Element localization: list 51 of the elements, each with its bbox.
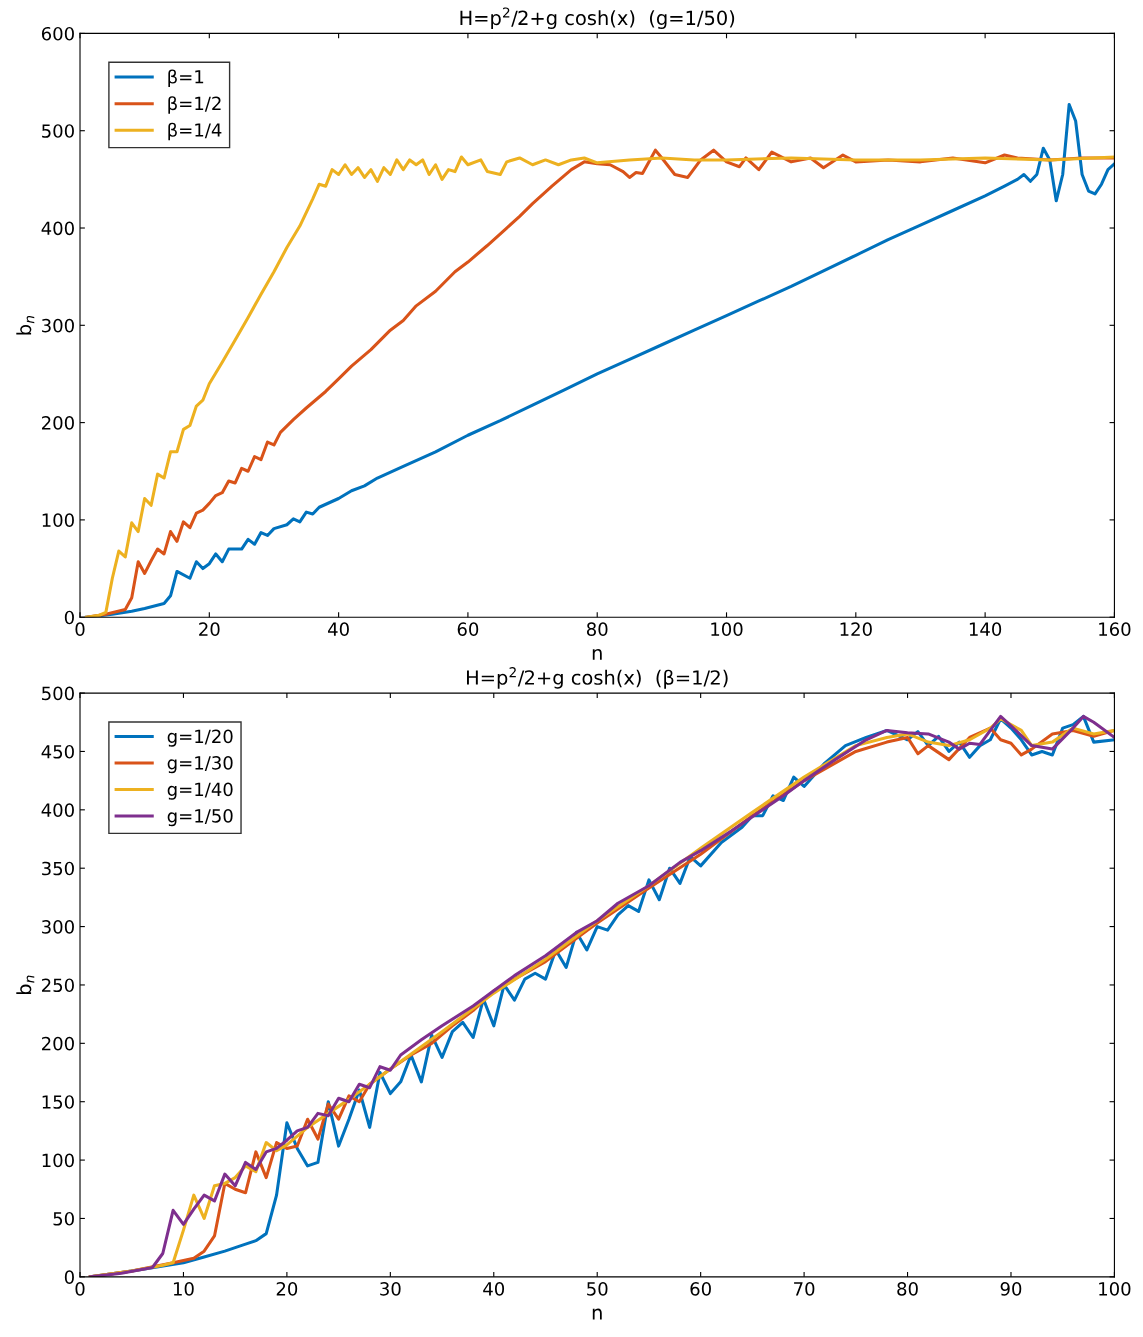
y-tick-label: 500 [42, 124, 74, 138]
y-tick-label: 400 [41, 803, 74, 817]
x-axis-title: n [592, 648, 602, 660]
x-tick-label: 140 [969, 622, 1002, 637]
x-tick-label: 60 [457, 622, 479, 637]
y-tick-label: 300 [42, 318, 74, 333]
x-tick-label: 20 [276, 1282, 298, 1296]
x-tick-label: 160 [1099, 622, 1131, 637]
x-tick-label: 120 [840, 622, 872, 637]
legend-label: g=1/30 [167, 756, 233, 774]
y-tick-label: 200 [42, 416, 74, 430]
x-tick-label: 0 [75, 1282, 85, 1296]
x-tick-label: 0 [75, 622, 85, 637]
x-tick-label: 50 [587, 1282, 608, 1296]
y-tick-label: 300 [42, 920, 74, 934]
legend-label: β=1 [168, 69, 204, 88]
legend-label: g=1/20 [167, 729, 233, 747]
legend-label: g=1/50 [167, 809, 233, 827]
y-tick-label: 150 [42, 1095, 74, 1109]
y-tick-label: 0 [64, 1270, 74, 1284]
legend-label: g=1/40 [167, 782, 233, 800]
chart-title: H=p$^{2}$/2+g cosh(x) (β=1/2) [467, 667, 728, 689]
legend-label: β=1/4 [168, 122, 222, 141]
y-tick-label: 50 [53, 1211, 74, 1226]
x-tick-label: 70 [794, 1282, 815, 1296]
y-tick-label: 350 [42, 861, 74, 876]
y-tick-label: 250 [42, 978, 74, 993]
x-axis-title: n [592, 1308, 602, 1320]
x-tick-label: 40 [328, 622, 349, 637]
y-axis-title: b$_{n}$ [16, 975, 35, 995]
x-tick-label: 30 [380, 1282, 401, 1296]
x-tick-label: 80 [897, 1282, 918, 1296]
y-axis-title: b$_{n}$ [16, 315, 35, 335]
legend-label: β=1/2 [168, 96, 221, 114]
y-tick-label: 450 [41, 744, 74, 759]
y-tick-label: 400 [41, 221, 74, 236]
x-tick-label: 100 [711, 622, 743, 637]
x-tick-label: 80 [586, 622, 608, 637]
y-tick-label: 500 [42, 686, 74, 701]
x-tick-label: 100 [1099, 1282, 1131, 1296]
x-tick-label: 90 [1000, 1282, 1022, 1296]
x-tick-label: 40 [483, 1282, 505, 1296]
x-tick-label: 10 [173, 1282, 194, 1296]
y-tick-label: 600 [41, 26, 74, 41]
y-tick-label: 100 [42, 513, 74, 528]
x-tick-label: 20 [199, 622, 220, 637]
y-tick-label: 200 [42, 1036, 74, 1051]
chart-title: H=p$^{2}$/2+g cosh(x) (g=1/50) [460, 7, 735, 29]
y-tick-label: 100 [42, 1153, 74, 1168]
x-tick-label: 60 [690, 1282, 711, 1296]
y-tick-label: 0 [64, 610, 74, 625]
